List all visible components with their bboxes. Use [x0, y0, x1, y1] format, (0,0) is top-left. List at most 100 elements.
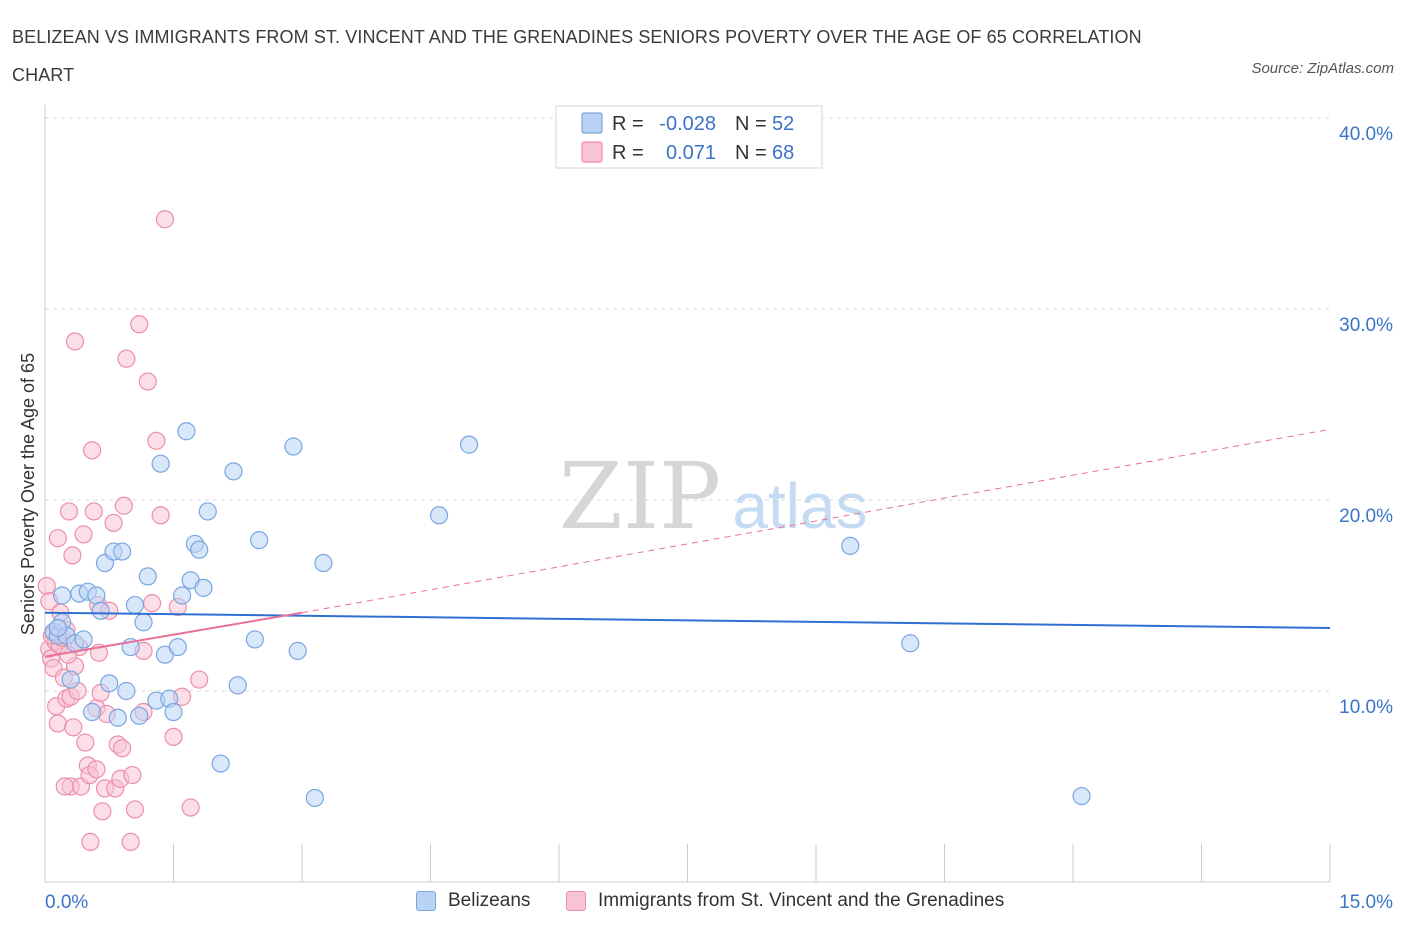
data-point-immigrants — [155, 210, 175, 229]
data-point-belizeans — [61, 670, 80, 689]
data-point-belizeans — [91, 601, 110, 620]
data-point-immigrants — [151, 506, 170, 525]
data-point-immigrants — [123, 765, 142, 785]
data-point-belizeans — [151, 454, 170, 473]
data-point-belizeans — [228, 676, 247, 695]
legend-n-label: N = — [735, 142, 767, 164]
data-point-immigrants — [84, 502, 103, 521]
series-belizeans-points — [44, 422, 1091, 808]
y-tick-labels: 10.0% 20.0% 30.0% 40.0% — [1339, 124, 1393, 718]
data-point-belizeans — [172, 586, 192, 605]
data-point-immigrants — [48, 529, 67, 548]
legend-item-belizeans[interactable]: Belizeans — [416, 890, 530, 912]
data-point-belizeans — [134, 613, 153, 632]
data-point-belizeans — [117, 681, 136, 701]
legend-swatch-blue — [581, 112, 603, 134]
legend-r-label: R = — [612, 142, 644, 164]
data-point-immigrants — [81, 832, 100, 851]
data-point-belizeans — [177, 422, 196, 441]
data-point-belizeans — [87, 586, 106, 605]
legend-bottom: Belizeans Immigrants from St. Vincent an… — [0, 886, 1406, 918]
watermark-zip: ZIP — [559, 443, 721, 550]
legend-r-value: -0.028 — [659, 113, 716, 135]
data-point-immigrants — [37, 576, 56, 596]
data-point-belizeans — [224, 462, 243, 481]
x-tick-label-max: 15.0% — [1339, 892, 1393, 913]
x-tick-labels: 0.0% 15.0% — [45, 892, 1393, 913]
data-point-belizeans — [130, 706, 149, 725]
data-point-belizeans — [112, 542, 132, 561]
data-point-belizeans — [53, 586, 72, 605]
data-point-immigrants — [48, 714, 67, 733]
data-point-immigrants — [112, 739, 132, 758]
data-point-belizeans — [138, 567, 157, 586]
legend-n-label: N = — [735, 113, 767, 135]
trend-line-immigrants-extension — [301, 428, 1331, 614]
axes — [44, 105, 1331, 883]
data-point-belizeans — [284, 437, 303, 456]
data-point-belizeans — [288, 641, 307, 660]
legend-swatch-blue — [416, 891, 436, 911]
y-tick-label: 30.0% — [1339, 315, 1393, 336]
gridlines — [45, 117, 1330, 692]
data-point-immigrants — [125, 800, 145, 819]
data-point-belizeans — [83, 702, 102, 722]
data-point-belizeans — [168, 637, 187, 657]
trend-line-belizeans — [44, 611, 1331, 629]
legend-n-value: 68 — [772, 142, 794, 164]
data-point-immigrants — [76, 733, 95, 752]
data-point-immigrants — [104, 513, 123, 533]
data-point-immigrants — [83, 441, 102, 460]
y-tick-label: 40.0% — [1339, 124, 1393, 145]
y-axis-label: Seniors Poverty Over the Age of 65 — [18, 353, 38, 635]
chart-title: BELIZEAN VS IMMIGRANTS FROM ST. VINCENT … — [12, 27, 1142, 85]
data-point-belizeans — [74, 630, 93, 649]
data-point-belizeans — [194, 578, 213, 597]
data-point-belizeans — [164, 702, 183, 722]
data-point-belizeans — [198, 502, 217, 521]
y-tick-label: 20.0% — [1339, 506, 1393, 527]
x-tick-label-min: 0.0% — [45, 892, 88, 913]
data-point-immigrants — [64, 718, 83, 737]
trend-line-immigrants — [44, 611, 303, 658]
data-point-belizeans — [314, 553, 333, 573]
data-point-immigrants — [87, 760, 106, 779]
data-point-immigrants — [164, 727, 183, 746]
data-point-belizeans — [1072, 786, 1091, 806]
data-point-immigrants — [93, 802, 112, 821]
data-point-immigrants — [121, 832, 140, 851]
y-tick-label: 10.0% — [1339, 697, 1393, 718]
data-point-immigrants — [190, 670, 209, 689]
watermark: ZIP atlas — [559, 443, 868, 550]
legend-top: R = -0.028 N = 52 R = 0.071 N = 68 — [555, 105, 823, 169]
data-point-belizeans — [211, 754, 230, 773]
legend-swatch-pink — [566, 891, 586, 911]
data-point-belizeans — [190, 540, 209, 559]
legend-r-label: R = — [612, 113, 644, 135]
series-immigrants-points — [37, 210, 209, 851]
data-point-immigrants — [63, 546, 82, 565]
data-point-belizeans — [901, 634, 920, 653]
data-point-immigrants — [55, 777, 74, 796]
source-label: Source: ZipAtlas.com — [1251, 60, 1394, 77]
data-point-belizeans — [459, 435, 479, 454]
data-point-belizeans — [48, 618, 67, 638]
legend-n-value: 52 — [772, 113, 794, 135]
data-point-belizeans — [305, 788, 324, 808]
data-point-immigrants — [59, 502, 79, 521]
data-point-immigrants — [65, 332, 85, 351]
trend-lines — [44, 428, 1331, 658]
data-point-immigrants — [142, 594, 162, 613]
data-point-belizeans — [841, 536, 860, 555]
watermark-atlas: atlas — [732, 470, 867, 542]
data-point-belizeans — [108, 708, 127, 727]
legend-item-immigrants[interactable]: Immigrants from St. Vincent and the Gren… — [566, 890, 1004, 912]
data-point-immigrants — [74, 525, 93, 544]
data-point-belizeans — [245, 630, 264, 649]
data-point-immigrants — [130, 315, 149, 334]
data-point-belizeans — [250, 531, 269, 550]
legend-label-belizeans: Belizeans — [448, 890, 531, 911]
data-point-immigrants — [114, 496, 133, 515]
data-point-immigrants — [147, 431, 166, 450]
